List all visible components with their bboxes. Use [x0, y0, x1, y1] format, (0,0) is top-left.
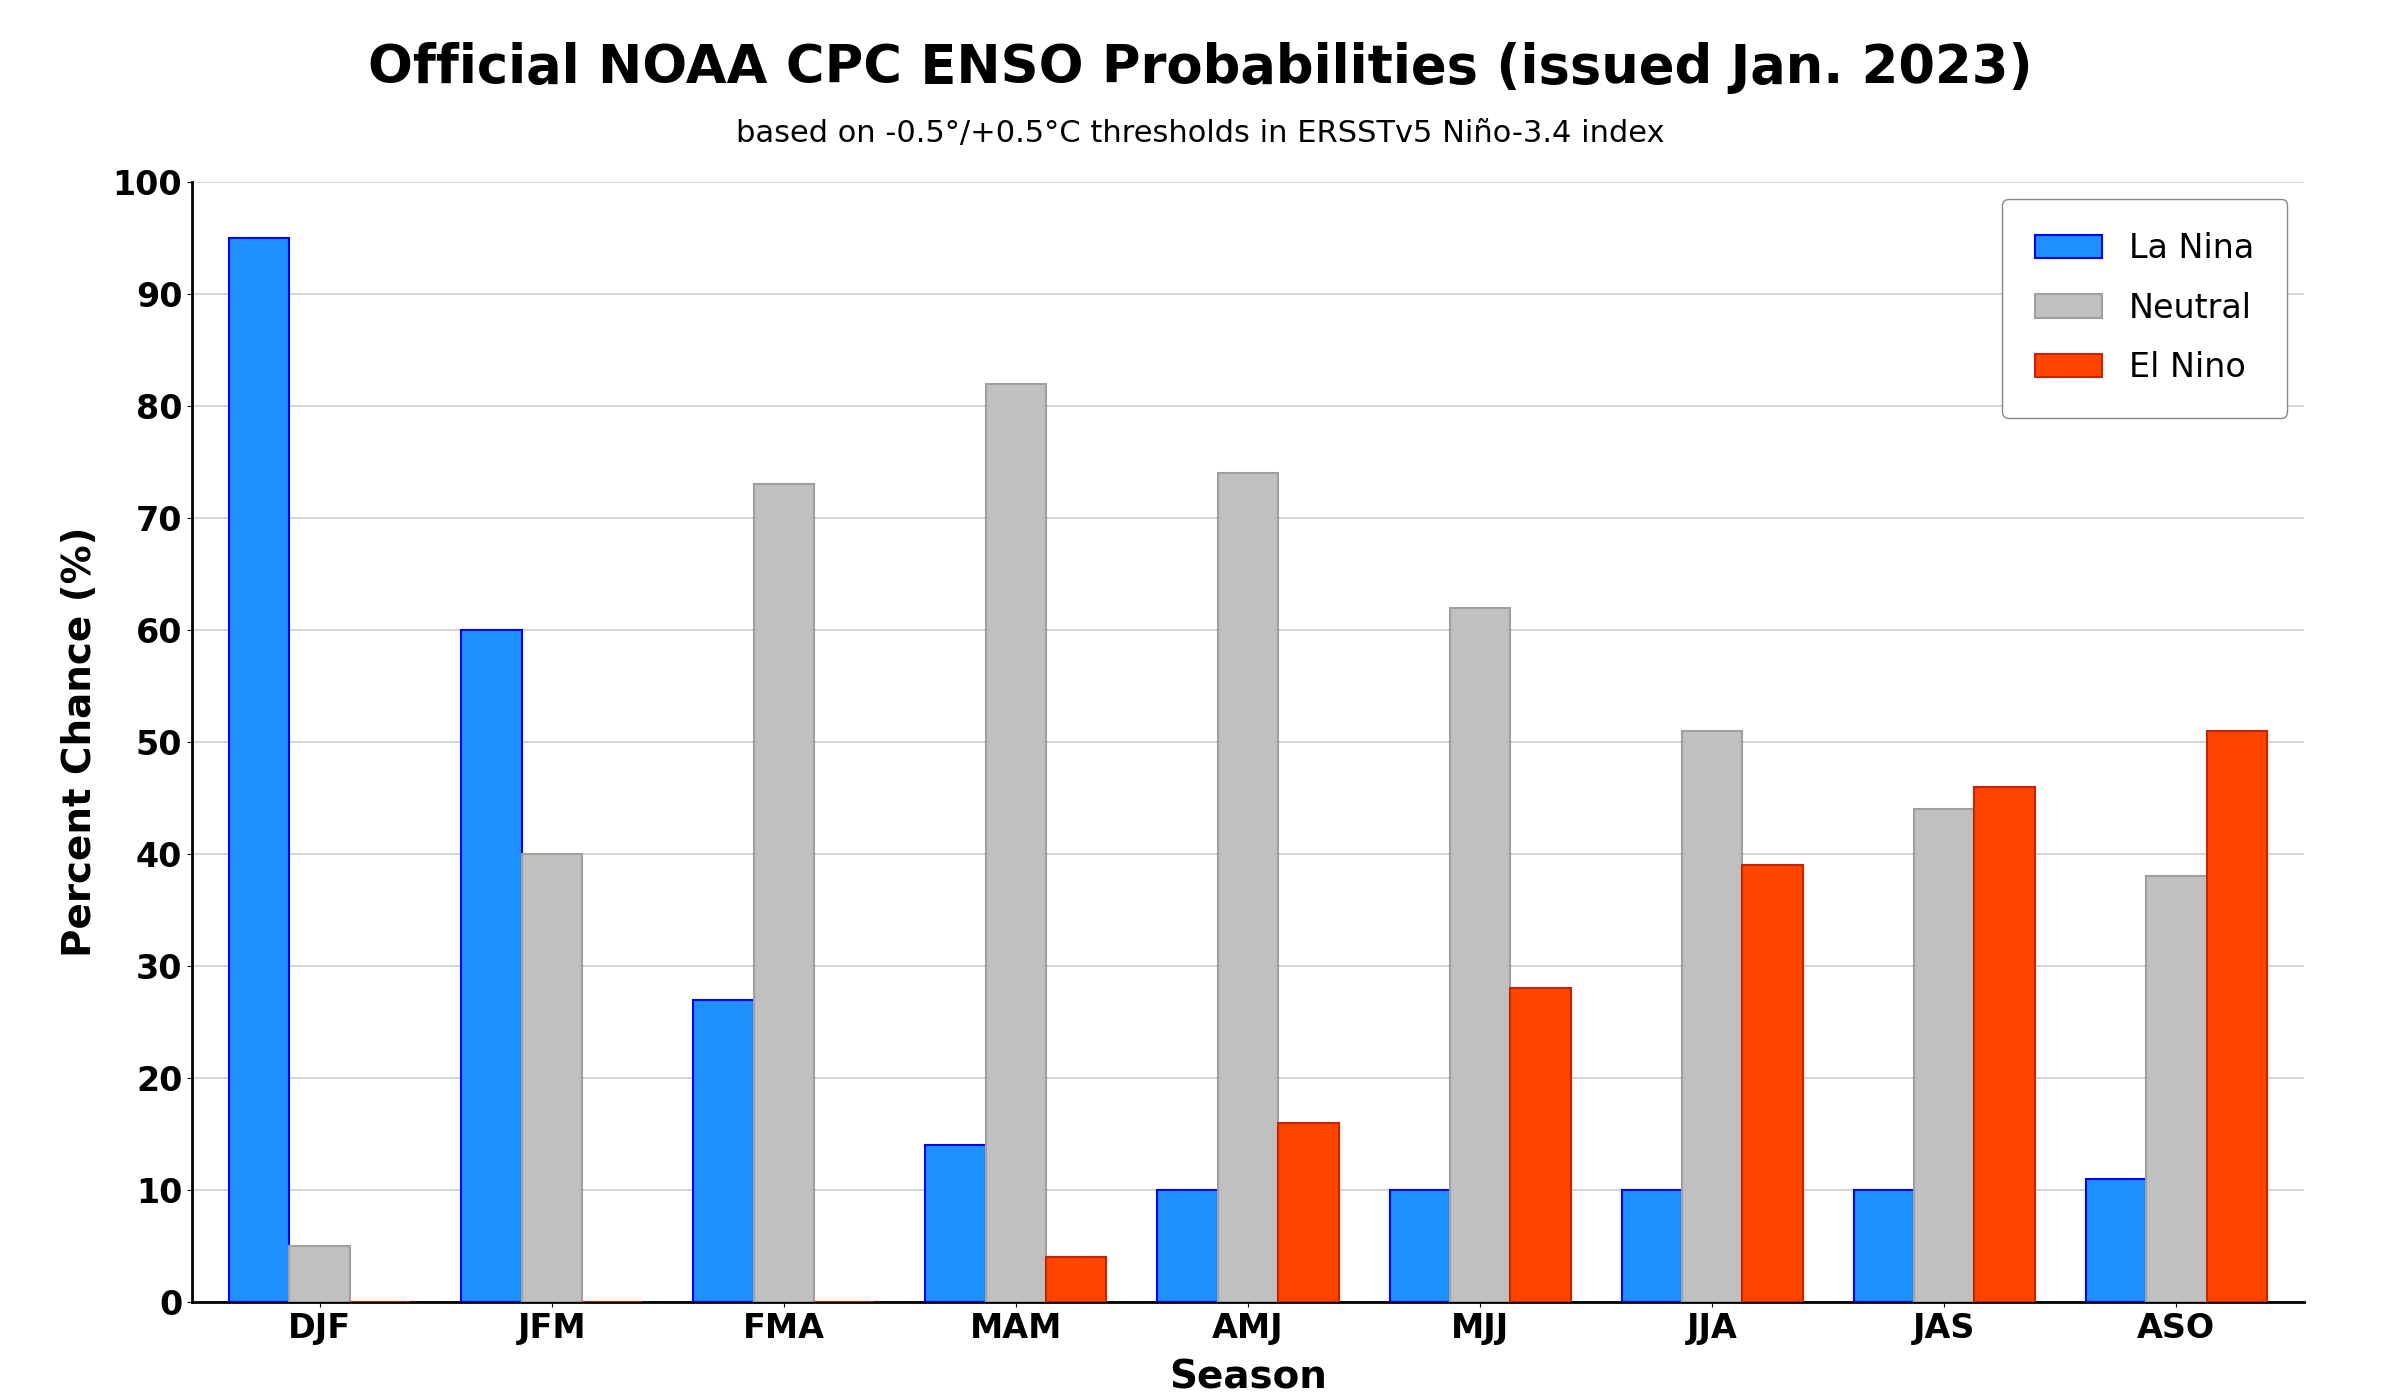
- Bar: [694, 1000, 754, 1302]
- Y-axis label: Percent Chance (%): Percent Chance (%): [60, 526, 98, 958]
- Bar: [754, 484, 814, 1302]
- Bar: [1682, 731, 1742, 1302]
- Bar: [1157, 1190, 1217, 1302]
- Legend: La Nina, Neutral, El Nino: La Nina, Neutral, El Nino: [2002, 199, 2287, 417]
- Bar: [2146, 876, 2206, 1302]
- Bar: [290, 1246, 350, 1302]
- Bar: [986, 384, 1046, 1302]
- Text: based on -0.5°/+0.5°C thresholds in ERSSTv5 Niño-3.4 index: based on -0.5°/+0.5°C thresholds in ERSS…: [737, 119, 1663, 148]
- X-axis label: Season: Season: [1169, 1358, 1327, 1397]
- Bar: [2086, 1179, 2146, 1302]
- Bar: [1510, 988, 1570, 1302]
- Bar: [2206, 731, 2268, 1302]
- Bar: [1622, 1190, 1682, 1302]
- Text: Official NOAA CPC ENSO Probabilities (issued Jan. 2023): Official NOAA CPC ENSO Probabilities (is…: [367, 42, 2033, 94]
- Bar: [1046, 1257, 1106, 1302]
- Bar: [1853, 1190, 1915, 1302]
- Bar: [1390, 1190, 1450, 1302]
- Bar: [1975, 787, 2035, 1302]
- Bar: [1279, 1123, 1339, 1302]
- Bar: [1450, 608, 1510, 1302]
- Bar: [521, 854, 581, 1302]
- Bar: [1217, 473, 1279, 1302]
- Bar: [926, 1145, 986, 1302]
- Bar: [1915, 809, 1975, 1302]
- Bar: [1742, 865, 1802, 1302]
- Bar: [228, 238, 290, 1302]
- Bar: [461, 630, 521, 1302]
